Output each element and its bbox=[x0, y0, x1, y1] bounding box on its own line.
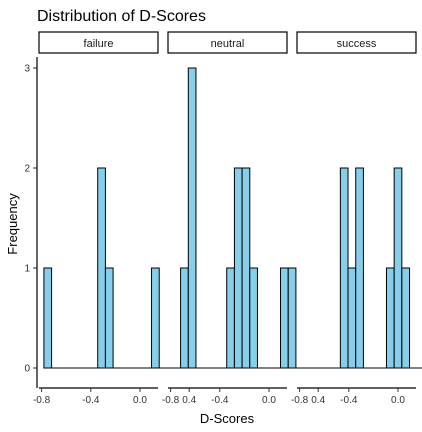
histogram-bar bbox=[287, 267, 297, 369]
facet-strip bbox=[167, 31, 288, 54]
y-tick-label: 0 bbox=[24, 364, 30, 375]
histogram-bar bbox=[233, 167, 243, 369]
facet-strip-label: neutral bbox=[211, 38, 245, 50]
x-tick-label: -0.4 bbox=[211, 395, 229, 406]
facet-panel-failure: failure -0.8 -0.4 0.0 0.4 bbox=[33, 31, 197, 406]
y-tick-label: 1 bbox=[24, 264, 30, 275]
histogram-bar bbox=[187, 67, 197, 369]
facet-panel-neutral: neutral -0.8 -0.4 0.0 0.4 bbox=[162, 31, 326, 406]
x-tick-label: 0.4 bbox=[182, 395, 196, 406]
x-tick-label: 0.0 bbox=[133, 395, 147, 406]
facet-strip bbox=[38, 31, 159, 54]
histogram-bar bbox=[226, 267, 235, 369]
x-tick-label: 0.0 bbox=[391, 395, 405, 406]
histogram-bar bbox=[97, 167, 106, 369]
histogram-bar bbox=[43, 267, 53, 369]
histogram-bar bbox=[104, 267, 114, 369]
facet-strip-label: success bbox=[337, 38, 377, 50]
chart-title: Distribution of D-Scores bbox=[37, 8, 206, 25]
x-tick-label: -0.4 bbox=[82, 395, 100, 406]
x-tick-label: -0.8 bbox=[162, 395, 180, 406]
facet-panels: 0 1 2 3 failure -0.8 -0.4 0.0 0.4 neutral -0.8 -0.4… bbox=[24, 31, 422, 406]
histogram-bar bbox=[385, 267, 395, 369]
facet-panel-success: success -0.8 -0.4 0.0 0.4 bbox=[291, 31, 422, 406]
y-tick-label: 2 bbox=[24, 164, 30, 175]
histogram-bar bbox=[151, 267, 160, 369]
x-tick-label: -0.8 bbox=[291, 395, 309, 406]
facet-strip bbox=[296, 31, 417, 54]
histogram-bar bbox=[280, 267, 289, 369]
facet-strip-label: failure bbox=[84, 38, 114, 50]
histogram-bar bbox=[241, 167, 251, 369]
y-tick-label: 3 bbox=[24, 64, 30, 75]
x-axis-title: D-Scores bbox=[200, 411, 255, 426]
y-axis-title: Frequency bbox=[5, 193, 20, 255]
histogram-bar bbox=[393, 167, 403, 369]
histogram-bar bbox=[339, 167, 349, 369]
x-tick-label: 0.4 bbox=[311, 395, 325, 406]
histogram-bar bbox=[249, 267, 258, 369]
histogram-bar bbox=[180, 267, 189, 369]
x-tick-label: -0.8 bbox=[33, 395, 51, 406]
x-tick-label: -0.4 bbox=[340, 395, 358, 406]
histogram-bar bbox=[401, 267, 411, 369]
histogram-bar bbox=[347, 267, 357, 369]
x-tick-label: 0.0 bbox=[262, 395, 276, 406]
histogram-bar bbox=[355, 167, 364, 369]
